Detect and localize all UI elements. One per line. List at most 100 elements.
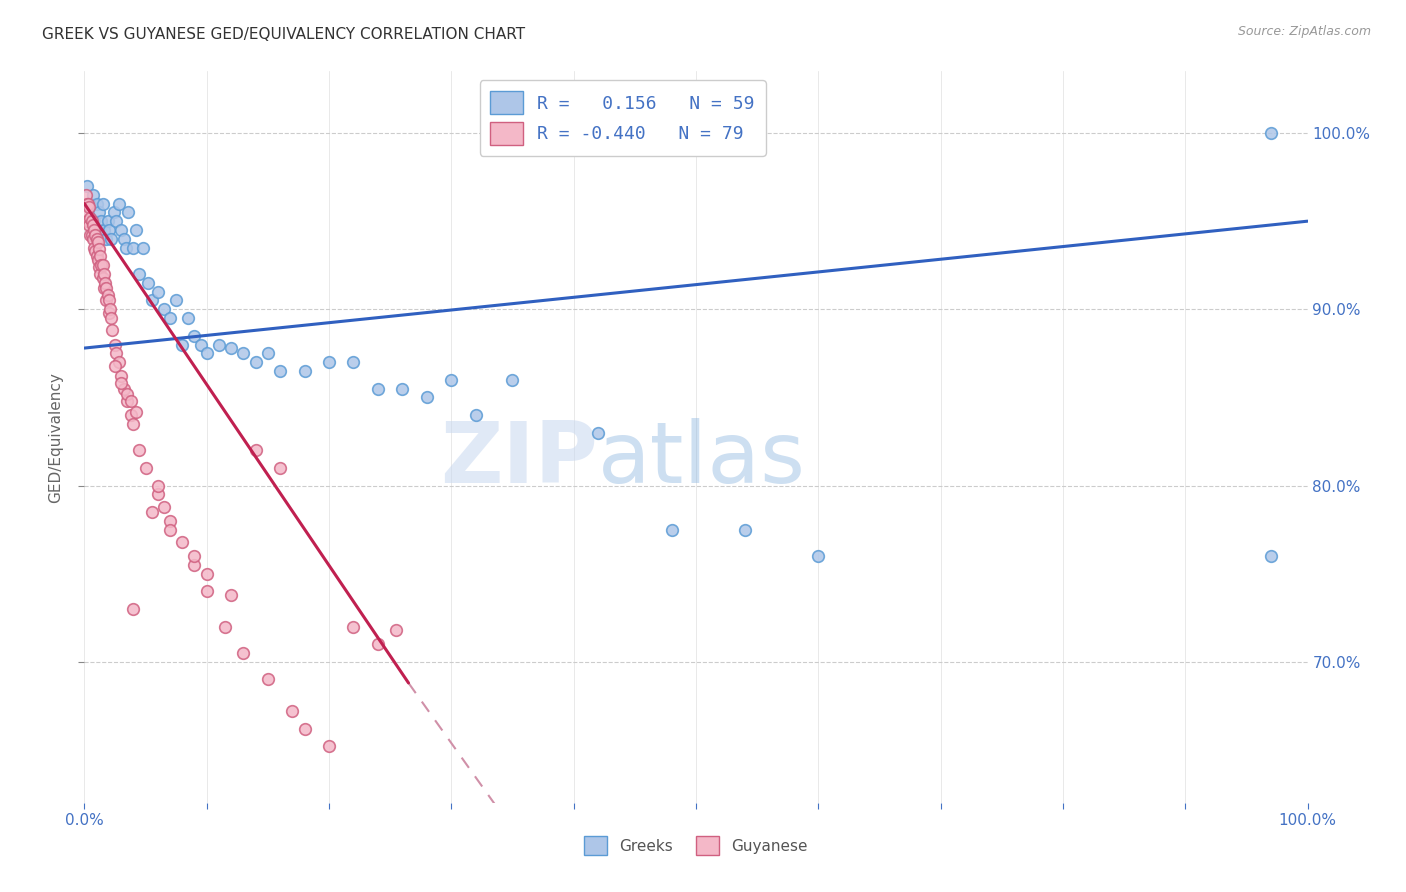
Point (94, 276, 117, 290)
Point (100, 232, 122, 246)
Point (82, 218, 104, 232)
Point (91, 258, 114, 272)
Point (90, 214, 112, 228)
Point (107, 196, 129, 211)
Point (83, 223, 105, 237)
Point (122, 417, 145, 431)
Point (110, 369, 132, 384)
Point (135, 461, 157, 475)
Point (77, 214, 100, 228)
Point (87, 252, 110, 267)
Point (84, 244, 107, 259)
Point (110, 376, 132, 391)
Point (79, 228, 101, 243)
Point (91, 196, 114, 211)
Point (440, 373, 463, 387)
Point (661, 523, 683, 537)
Point (80, 214, 103, 228)
Point (1260, 549, 1282, 563)
Point (77, 200, 100, 214)
Point (97, 306, 120, 320)
Point (586, 425, 609, 440)
Point (76, 214, 98, 228)
Point (136, 276, 159, 290)
Point (153, 302, 176, 317)
Point (82, 232, 104, 246)
Point (87, 232, 110, 246)
Point (90, 258, 112, 272)
Point (416, 391, 439, 405)
Point (172, 337, 194, 351)
Point (502, 373, 524, 387)
Point (269, 364, 291, 378)
Point (86, 249, 108, 263)
Point (83, 214, 105, 228)
Point (97, 214, 120, 228)
Point (77, 196, 100, 211)
Point (367, 382, 389, 396)
Point (105, 214, 128, 228)
Point (112, 232, 135, 246)
Point (97, 293, 120, 308)
Point (385, 623, 408, 637)
Y-axis label: GED/Equivalency: GED/Equivalency (48, 372, 63, 502)
Point (294, 364, 316, 378)
Point (87, 235, 110, 250)
Point (257, 673, 280, 687)
Point (76, 196, 98, 211)
Point (87, 243, 110, 257)
Point (219, 341, 242, 355)
Point (87, 205, 110, 219)
Point (342, 355, 364, 369)
Point (153, 500, 176, 514)
Point (122, 241, 145, 255)
Point (464, 408, 486, 422)
Point (110, 223, 132, 237)
Point (159, 523, 181, 537)
Point (318, 355, 340, 369)
Point (93, 223, 115, 237)
Point (342, 619, 364, 633)
Point (120, 408, 142, 422)
Point (83, 241, 105, 255)
Point (141, 293, 163, 308)
Point (159, 514, 181, 528)
Point (183, 328, 205, 343)
Point (183, 549, 205, 563)
Point (141, 505, 163, 519)
Point (96, 232, 118, 246)
Point (257, 346, 280, 360)
Point (183, 558, 205, 572)
Point (87, 260, 110, 274)
Point (82, 187, 104, 202)
Point (93, 267, 115, 281)
Point (122, 602, 145, 616)
Point (91, 270, 114, 285)
Text: ZIP: ZIP (440, 417, 598, 500)
Point (208, 337, 231, 351)
Point (117, 205, 139, 219)
Point (104, 359, 127, 373)
Point (120, 393, 142, 408)
Point (294, 722, 316, 736)
Point (195, 566, 218, 581)
Point (76, 178, 98, 193)
Point (391, 382, 413, 396)
Point (75, 187, 97, 202)
Point (269, 461, 291, 475)
Point (84, 228, 107, 243)
Point (103, 205, 125, 219)
Point (177, 311, 200, 326)
Point (190, 337, 212, 351)
Point (195, 346, 218, 360)
Point (132, 241, 155, 255)
Point (112, 382, 135, 396)
Point (146, 487, 169, 501)
Point (79, 196, 101, 211)
Point (115, 393, 138, 408)
Point (104, 337, 127, 351)
Point (146, 285, 169, 299)
Point (86, 232, 108, 246)
Point (107, 355, 129, 369)
Point (367, 637, 389, 651)
